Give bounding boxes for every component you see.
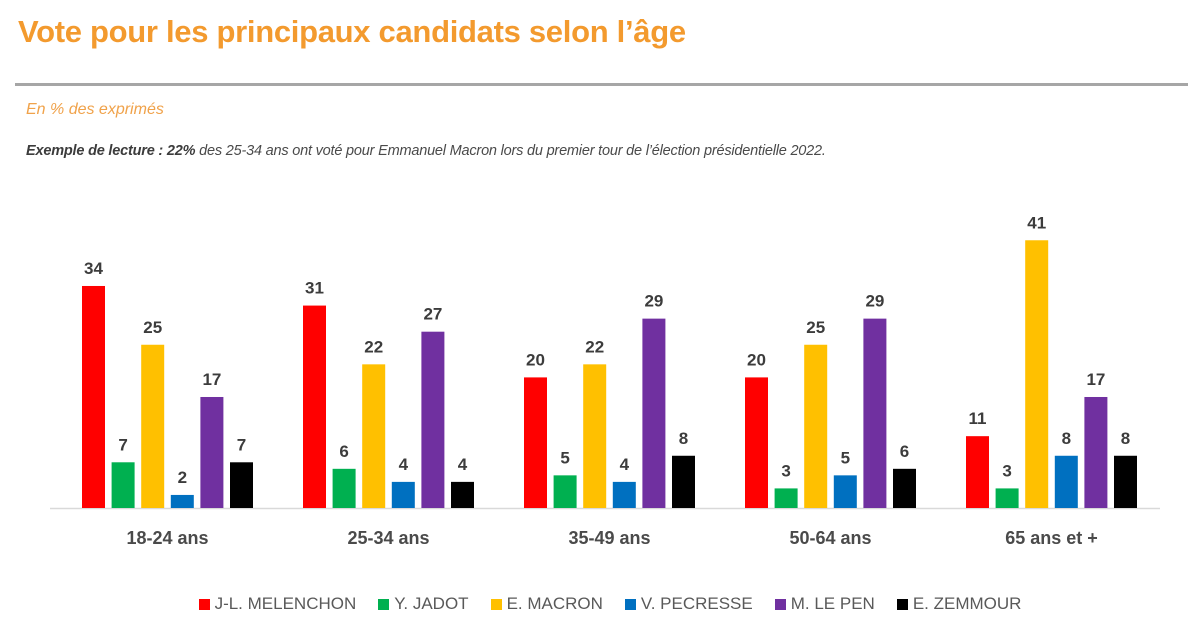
category-label: 18-24 ans — [126, 528, 208, 548]
category-label: 25-34 ans — [347, 528, 429, 548]
value-label: 29 — [865, 292, 884, 311]
bar-m-le-pen-50-64-ans — [863, 318, 887, 508]
value-label: 34 — [84, 259, 103, 278]
value-label: 22 — [364, 337, 383, 356]
value-label: 8 — [1062, 429, 1071, 448]
title-divider — [15, 83, 1188, 86]
value-label: 4 — [458, 455, 468, 474]
legend-label: J-L. MELENCHON — [214, 594, 357, 613]
category-label: 65 ans et + — [1005, 528, 1098, 548]
chart-title: Vote pour les principaux candidats selon… — [18, 14, 686, 49]
value-label: 5 — [560, 448, 569, 467]
bar-y-jadot-18-24-ans — [111, 462, 135, 508]
legend: J-L. MELENCHON Y. JADOT E. MACRON V. PECRES… — [0, 594, 1200, 614]
value-label: 11 — [969, 409, 987, 428]
value-label: 3 — [781, 461, 790, 480]
value-label: 4 — [399, 455, 409, 474]
bar-e-macron-50-64-ans — [804, 344, 828, 508]
bar-v-pecresse-25-34-ans — [391, 481, 415, 508]
bar-m-le-pen-35-49-ans — [642, 318, 666, 508]
bar-m-le-pen-18-24-ans — [200, 396, 224, 508]
value-label: 29 — [644, 292, 663, 311]
reading-example-lead: Exemple de lecture : — [26, 143, 167, 159]
bar-e-macron-35-49-ans — [583, 364, 607, 508]
legend-swatch — [774, 598, 786, 610]
legend-item-j-l-melenchon: J-L. MELENCHON — [198, 594, 357, 614]
bar-v-pecresse-65-ans-et — [1054, 455, 1078, 508]
bar-e-zemmour-65-ans-et — [1114, 455, 1137, 508]
value-label: 5 — [841, 448, 850, 467]
legend-label: E. MACRON — [506, 594, 603, 613]
legend-label: E. ZEMMOUR — [912, 594, 1022, 613]
bar-j-l-melenchon-35-49-ans — [524, 377, 547, 508]
value-label: 7 — [237, 435, 246, 454]
reading-example-highlight: 22% — [166, 143, 196, 159]
legend-label: M. LE PEN — [790, 594, 875, 613]
bar-j-l-melenchon-50-64-ans — [745, 377, 768, 508]
bar-e-macron-25-34-ans — [362, 364, 386, 508]
chart-subtitle: En % des exprimés — [26, 101, 164, 118]
value-label: 20 — [747, 350, 766, 369]
value-label: 7 — [118, 435, 127, 454]
value-label: 27 — [423, 305, 442, 324]
legend-swatch — [378, 598, 390, 610]
legend-item-e-macron: E. MACRON — [490, 594, 603, 614]
bar-v-pecresse-50-64-ans — [833, 475, 857, 508]
bar-e-macron-65-ans-et — [1025, 240, 1049, 508]
legend-label: Y. JADOT — [394, 594, 469, 613]
bar-y-jadot-35-49-ans — [553, 475, 577, 508]
value-label: 25 — [143, 318, 162, 337]
legend-swatch — [198, 598, 210, 610]
bar-j-l-melenchon-18-24-ans — [82, 285, 105, 508]
legend-swatch — [896, 598, 908, 610]
value-label: 25 — [806, 318, 825, 337]
value-label: 20 — [526, 350, 545, 369]
category-label: 50-64 ans — [789, 528, 871, 548]
bar-chart: 34 7 25 2 17 7 31 6 22 4 27 4 20 5 22 4 29 8 20 3 25 5 29 6 11 3 4… — [50, 213, 1160, 548]
bar-m-le-pen-65-ans-et — [1084, 396, 1108, 508]
value-label: 22 — [585, 337, 604, 356]
reading-example-text: des 25-34 ans ont voté pour Emmanuel Mac… — [195, 143, 826, 159]
value-label: 4 — [620, 455, 630, 474]
value-label: 17 — [1086, 370, 1105, 389]
legend-swatch — [624, 598, 636, 610]
bar-e-zemmour-50-64-ans — [893, 468, 916, 508]
bar-v-pecresse-35-49-ans — [612, 481, 636, 508]
legend-item-v-pecresse: V. PECRESSE — [624, 594, 753, 614]
bar-j-l-melenchon-25-34-ans — [303, 305, 326, 508]
legend-label: V. PECRESSE — [640, 594, 753, 613]
legend-item-e-zemmour: E. ZEMMOUR — [896, 594, 1022, 614]
value-label: 2 — [178, 468, 187, 487]
category-label: 35-49 ans — [568, 528, 650, 548]
legend-item-y-jadot: Y. JADOT — [378, 594, 469, 614]
bar-j-l-melenchon-65-ans-et — [966, 436, 989, 508]
bar-e-macron-18-24-ans — [141, 344, 165, 508]
value-label: 17 — [202, 370, 221, 389]
bar-e-zemmour-35-49-ans — [672, 455, 695, 508]
legend-item-m-le-pen: M. LE PEN — [774, 594, 875, 614]
value-label: 8 — [679, 429, 688, 448]
value-labels-layer: 34 7 25 2 17 7 31 6 22 4 27 4 20 5 22 4 29 8 20 3 25 5 29 6 11 3 4… — [84, 213, 1130, 487]
bar-y-jadot-25-34-ans — [332, 468, 356, 508]
bar-e-zemmour-18-24-ans — [230, 462, 253, 508]
legend-swatch — [490, 598, 502, 610]
category-labels-layer: 18-24 ans 25-34 ans 35-49 ans 50-64 ans 65 a… — [126, 528, 1097, 548]
bar-m-le-pen-25-34-ans — [421, 331, 445, 508]
value-label: 3 — [1002, 461, 1011, 480]
value-label: 6 — [339, 442, 348, 461]
bar-e-zemmour-25-34-ans — [451, 481, 474, 508]
value-label: 31 — [305, 279, 324, 298]
bar-v-pecresse-18-24-ans — [170, 494, 194, 508]
bar-y-jadot-65-ans-et — [995, 488, 1019, 508]
value-label: 6 — [900, 442, 909, 461]
bars-layer — [82, 240, 1137, 508]
reading-example: Exemple de lecture : 22% des 25-34 ans o… — [26, 143, 826, 159]
value-label: 8 — [1121, 429, 1130, 448]
bar-y-jadot-50-64-ans — [774, 488, 798, 508]
value-label: 41 — [1027, 213, 1046, 232]
